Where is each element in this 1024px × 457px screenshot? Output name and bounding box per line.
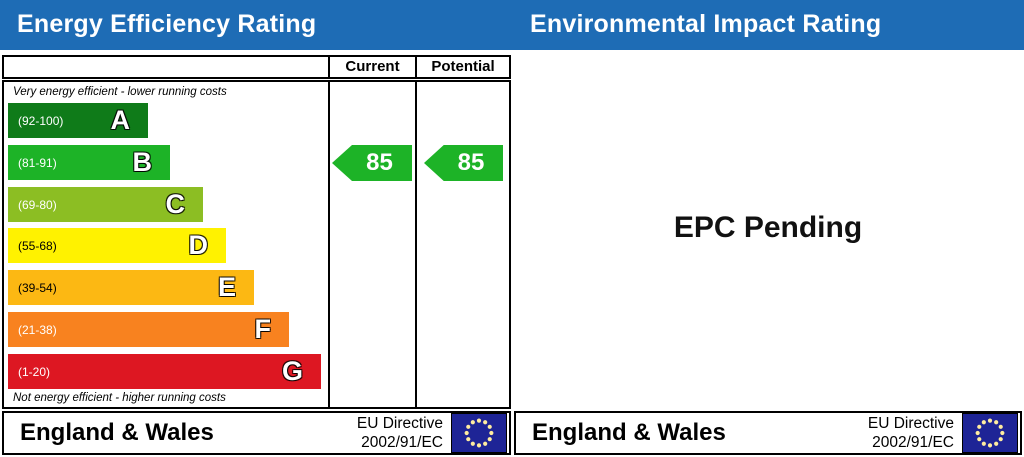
top-caption: Very energy efficient - lower running co… bbox=[13, 86, 227, 98]
potential-column-header: Potential bbox=[431, 58, 495, 75]
environmental-impact-title: Environmental Impact Rating bbox=[530, 10, 882, 38]
band-c: (69-80) C bbox=[8, 187, 203, 222]
epc-pending-status: EPC Pending bbox=[673, 211, 863, 244]
band-g-letter: G bbox=[281, 356, 303, 386]
region-label: England & Wales bbox=[532, 419, 726, 446]
band-a-range: (92-100) bbox=[18, 113, 64, 128]
band-e: (39-54) E bbox=[8, 270, 254, 305]
band-b: (81-91) B bbox=[8, 145, 170, 180]
footer-energy: England & Wales EU Directive 2002/91/EC bbox=[2, 411, 511, 455]
band-d: (55-68) D bbox=[8, 228, 226, 263]
band-d-range: (55-68) bbox=[18, 238, 57, 253]
column-divider bbox=[415, 80, 417, 409]
eu-directive-label: EU Directive 2002/91/EC bbox=[867, 415, 954, 451]
current-rating-value: 85 bbox=[366, 149, 393, 176]
band-f-range: (21-38) bbox=[18, 322, 57, 337]
potential-rating-value: 85 bbox=[457, 149, 485, 176]
eu-flag-icon bbox=[962, 413, 1018, 453]
current-rating-arrow: 85 bbox=[332, 145, 412, 181]
region-label: England & Wales bbox=[20, 419, 214, 446]
current-column-header: Current bbox=[345, 58, 400, 75]
band-b-letter: B bbox=[132, 147, 153, 177]
eu-flag-icon bbox=[451, 413, 507, 453]
band-g: (1-20) G bbox=[8, 354, 321, 389]
column-divider bbox=[415, 55, 417, 79]
band-g-range: (1-20) bbox=[18, 364, 51, 379]
column-divider bbox=[328, 55, 330, 79]
band-d-letter: D bbox=[188, 230, 209, 260]
band-a: (92-100) A bbox=[8, 103, 148, 138]
eu-directive-label: EU Directive 2002/91/EC bbox=[356, 415, 443, 451]
band-c-range: (69-80) bbox=[18, 197, 57, 212]
band-e-range: (39-54) bbox=[18, 280, 57, 295]
band-b-range: (81-91) bbox=[18, 155, 57, 170]
footer-environmental: England & Wales EU Directive 2002/91/EC bbox=[514, 411, 1022, 455]
band-f: (21-38) F bbox=[8, 312, 289, 347]
column-divider bbox=[328, 80, 330, 409]
header-bar: Energy Efficiency Rating Environmental I… bbox=[0, 0, 1024, 50]
energy-efficiency-title: Energy Efficiency Rating bbox=[17, 10, 317, 38]
band-a-letter: A bbox=[110, 105, 131, 135]
band-e-letter: E bbox=[217, 272, 236, 302]
band-f-letter: F bbox=[254, 314, 272, 344]
column-header-row bbox=[2, 55, 511, 79]
band-c-letter: C bbox=[165, 189, 186, 219]
bottom-caption: Not energy efficient - higher running co… bbox=[13, 392, 226, 404]
